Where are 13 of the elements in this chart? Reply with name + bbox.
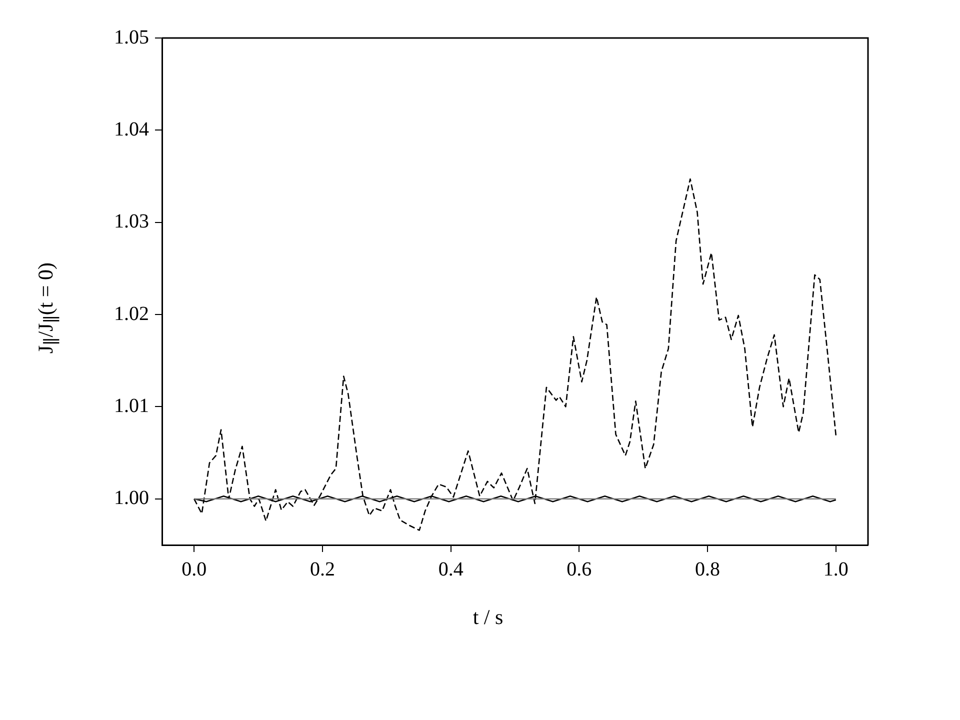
- x-tick-label: 0.0: [182, 558, 207, 580]
- x-axis-title: t / s: [472, 605, 504, 630]
- y-tick-label: 1.03: [114, 210, 149, 233]
- y-tick-label: 1.04: [114, 118, 149, 140]
- x-tick-label: 0.6: [566, 558, 592, 580]
- y-tick-label: 1.02: [114, 302, 149, 325]
- y-tick-label: 1.05: [114, 26, 149, 48]
- x-tick-label: 0.2: [310, 558, 335, 580]
- x-tick-label: 1.0: [823, 558, 848, 580]
- y-tick-label: 1.00: [114, 487, 149, 510]
- x-tick-label: 0.4: [438, 558, 464, 580]
- x-tick-label: 0.8: [695, 558, 720, 580]
- y-tick-label: 1.01: [114, 394, 149, 417]
